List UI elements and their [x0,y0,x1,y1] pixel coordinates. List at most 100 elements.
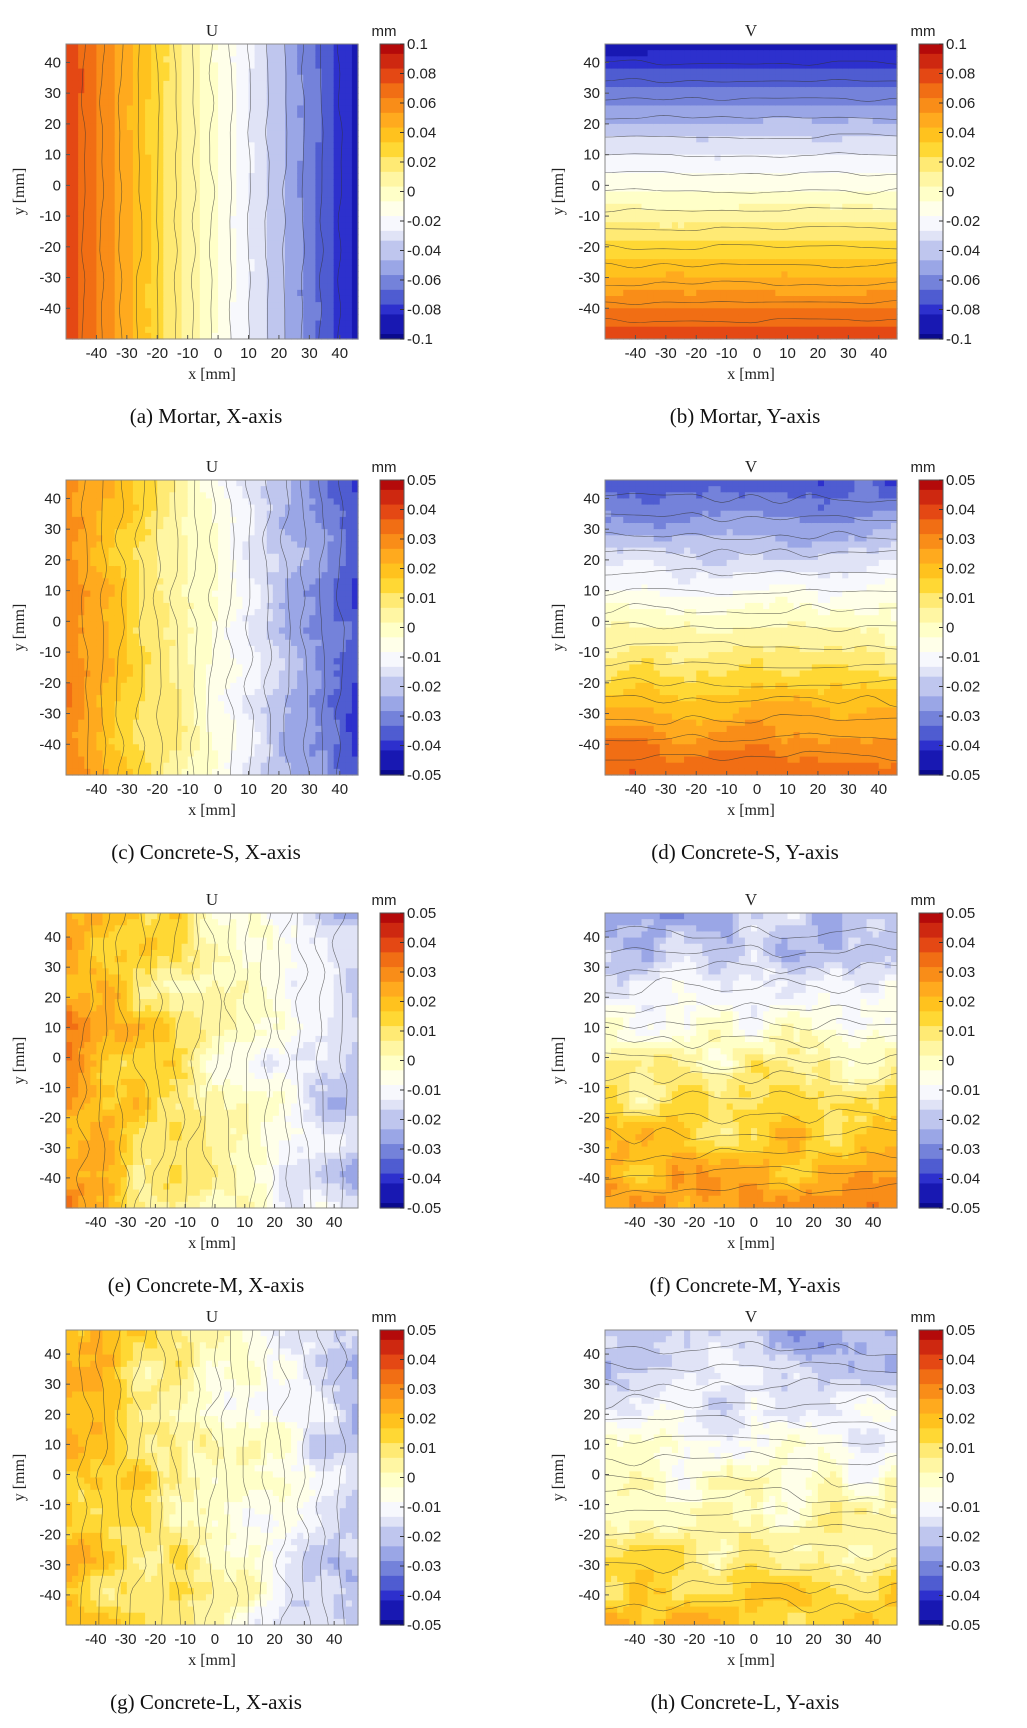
heat-cell [872,240,880,248]
heat-cell [732,173,740,180]
heat-cell [345,93,353,100]
heat-cell [218,259,225,266]
heat-cell [617,123,624,131]
heat-cell [333,320,341,328]
heat-cell [181,179,189,186]
heat-cell [659,191,667,199]
heat-cell [321,283,329,291]
heat-cell [278,295,286,303]
heat-cell [66,768,73,776]
heat-cell [260,154,268,162]
y-tick-label: -20 [39,239,61,256]
heat-cell [78,74,85,82]
heat-cell [732,228,740,236]
heat-cell [720,197,728,205]
heat-cell [623,93,630,100]
colorbar-segment [380,260,404,266]
heat-cell [315,265,323,272]
colorbar-segment [380,240,404,247]
heat-cell [890,56,898,64]
heat-cell [726,179,734,186]
heat-cell [114,289,122,297]
heat-cell [285,105,292,113]
heat-cell [254,173,262,180]
heat-cell [163,56,171,64]
heat-cell [66,516,73,524]
heat-cell [218,50,225,57]
heat-cell [799,271,807,279]
heat-cell [72,713,79,721]
heat-cell [848,62,856,70]
heat-cell [120,50,128,57]
heat-cell [665,93,673,100]
heat-cell [248,117,256,125]
heat-cell [623,277,630,285]
heat-cell [66,240,73,248]
heat-cell [854,142,862,150]
heat-cell [647,197,655,205]
heat-cell [769,271,776,279]
heat-cell [285,209,292,217]
heat-cell [285,99,292,107]
heat-cell [327,179,335,186]
heat-cell [72,87,79,94]
heat-cell [163,246,171,254]
heat-cell [291,209,298,217]
heat-cell [102,56,110,64]
heat-cell [714,123,722,131]
heat-cell [611,166,618,174]
heat-cell [236,44,244,51]
heat-cell [744,56,752,64]
heat-cell [90,277,98,285]
heat-cell [623,332,630,340]
heat-cell [181,283,189,291]
heat-cell [145,166,152,174]
heat-cell [205,240,213,248]
heat-cell [96,173,104,180]
heat-cell [266,50,274,57]
heat-cell [605,314,612,322]
heat-cell [139,283,146,291]
heat-cell [151,228,158,236]
heat-cell [205,99,213,107]
heat-cell [285,197,292,205]
heat-cell [309,246,317,254]
heat-cell [635,265,643,272]
heat-cell [278,277,286,285]
heat-cell [242,246,250,254]
heat-cell [145,68,152,76]
heat-cell [315,228,323,236]
contour-line [604,318,898,324]
heat-cell [66,658,73,665]
heat-cell [108,259,116,266]
heat-cell [169,185,177,193]
heat-cell [72,56,79,64]
heat-cell [641,154,649,162]
heat-cell [181,56,189,64]
heat-cell [702,295,710,303]
heat-cell [890,265,898,272]
heat-cell [120,56,128,64]
heat-cell [163,130,171,137]
heat-cell [72,750,79,758]
heat-cell [890,62,898,70]
heat-cell [236,308,244,316]
heat-cell [297,289,304,297]
heat-cell [720,222,728,229]
heat-cell [647,185,655,193]
heat-cell [671,216,679,223]
heat-cell [611,87,618,94]
heat-cell [260,209,268,217]
heat-cell [181,314,189,322]
colorbar-segment [380,235,404,242]
heat-cell [860,191,868,199]
heat-cell [132,197,140,205]
heat-cell [163,173,171,180]
heat-cell [836,111,843,119]
heat-cell [738,111,746,119]
heat-cell [702,44,710,51]
colorbar-segment [919,329,943,335]
heat-cell [678,173,685,180]
heat-cell [775,87,783,94]
heat-cell [635,74,643,82]
